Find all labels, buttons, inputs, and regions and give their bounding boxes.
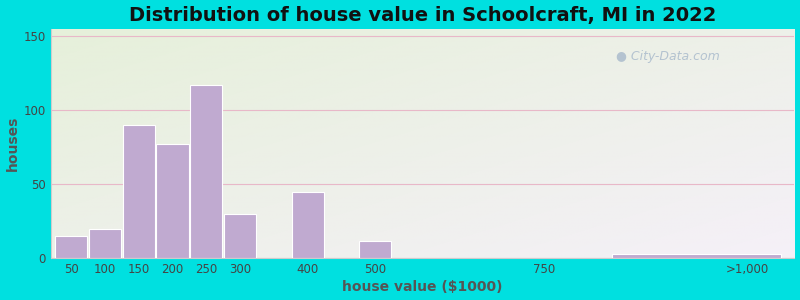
Bar	[89, 229, 121, 258]
Bar	[55, 236, 87, 258]
Y-axis label: houses: houses	[6, 116, 19, 171]
Bar	[292, 192, 324, 258]
Bar	[190, 85, 222, 258]
Bar	[122, 125, 154, 258]
Bar	[731, 254, 763, 258]
Title: Distribution of house value in Schoolcraft, MI in 2022: Distribution of house value in Schoolcra…	[129, 6, 716, 25]
Text: ● City-Data.com: ● City-Data.com	[616, 50, 720, 63]
X-axis label: house value ($1000): house value ($1000)	[342, 280, 503, 294]
Bar	[224, 214, 256, 258]
Bar	[359, 241, 391, 258]
Bar	[157, 144, 189, 258]
Bar	[612, 254, 781, 258]
